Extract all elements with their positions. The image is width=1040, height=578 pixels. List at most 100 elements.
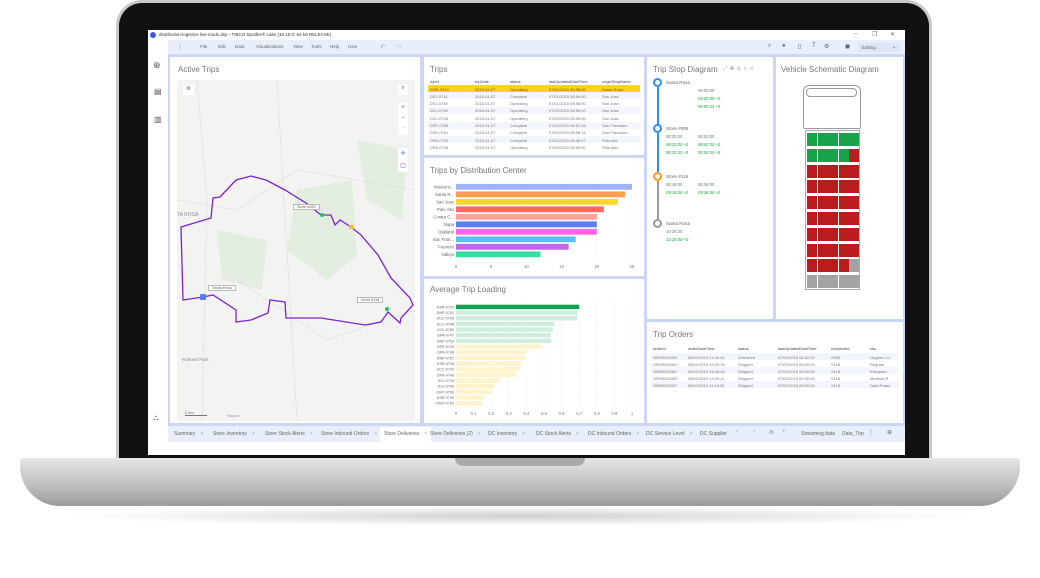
more-icon[interactable]: ⋮ bbox=[868, 430, 874, 436]
comment-icon[interactable]: ● bbox=[782, 43, 786, 49]
column-header[interactable]: tripDate bbox=[475, 79, 490, 84]
tab-dc-stock-alerts[interactable]: DC Stock Alerts × bbox=[532, 427, 583, 442]
column-header[interactable]: lastUpdatedDateTime bbox=[778, 346, 817, 351]
cargo-slot[interactable] bbox=[828, 259, 839, 273]
table-row[interactable]: ORD9002327 06/01/2015 11:14:03 Shipped 07/0… bbox=[651, 381, 899, 388]
cargo-slot[interactable] bbox=[807, 180, 817, 194]
column-header[interactable]: lastUpdatedDateTime bbox=[549, 79, 588, 84]
cargo-slot[interactable] bbox=[807, 148, 817, 162]
panel-toolbar-icons[interactable]: ⤢▤⚙≡✕ bbox=[723, 66, 757, 72]
cargo-slot[interactable] bbox=[838, 148, 849, 162]
cargo-slot[interactable] bbox=[828, 243, 839, 257]
column-header[interactable]: originStopName bbox=[602, 79, 631, 84]
layers-icon[interactable]: ≋ bbox=[183, 85, 194, 95]
close-icon[interactable]: × bbox=[200, 431, 204, 437]
cargo-slot[interactable] bbox=[838, 243, 849, 257]
column-header[interactable]: status bbox=[738, 346, 749, 351]
cargo-slot[interactable] bbox=[828, 275, 839, 289]
tab-store-deliveries-2-[interactable]: Store Deliveries (2) × bbox=[426, 427, 485, 442]
table-row[interactable]: DPA-0750 2015-01-07 Complete 07/01/2015 08:… bbox=[428, 136, 640, 144]
menu-edit[interactable]: Edit bbox=[218, 44, 226, 49]
table-row[interactable]: DPA-0749 2015-01-07 Operating 07/01/2015 08… bbox=[428, 143, 640, 151]
more-icon[interactable]: ⋮ bbox=[177, 45, 183, 51]
close-icon[interactable]: × bbox=[477, 431, 481, 437]
close-icon[interactable]: × bbox=[522, 431, 526, 437]
table-row[interactable]: DSJ-0741 2015-01-07 Complete 07/01/2015 08:… bbox=[428, 92, 640, 100]
cargo-slot[interactable] bbox=[817, 243, 828, 257]
prev-tab-icon[interactable]: ‹ bbox=[736, 429, 738, 435]
close-icon[interactable]: × bbox=[374, 431, 378, 437]
column-header[interactable]: status bbox=[510, 79, 521, 84]
cargo-slot[interactable] bbox=[817, 259, 828, 273]
cargo-slot[interactable] bbox=[807, 196, 817, 210]
column-header[interactable]: tripId bbox=[430, 79, 439, 84]
column-header[interactable]: sku bbox=[870, 346, 877, 351]
tab-list-icon[interactable]: ⋒ bbox=[769, 430, 775, 436]
cargo-slot[interactable] bbox=[817, 212, 828, 225]
cargo-slot[interactable] bbox=[807, 212, 817, 225]
menu-file[interactable]: File bbox=[200, 44, 208, 49]
filter-icon[interactable]: T bbox=[812, 43, 816, 49]
menu-data[interactable]: Data bbox=[235, 44, 245, 49]
close-icon[interactable]: × bbox=[251, 431, 255, 437]
add-tab-icon[interactable]: + bbox=[782, 429, 786, 435]
chart-icon[interactable]: ▥ bbox=[154, 115, 162, 124]
table-row[interactable]: DSF-0761 2015-01-07 Complete 07/01/2015 08:… bbox=[428, 128, 640, 136]
column-header[interactable]: recipientId bbox=[831, 346, 850, 351]
cargo-slot[interactable] bbox=[849, 227, 860, 241]
map-marker[interactable] bbox=[200, 294, 206, 300]
maximize-button[interactable]: ❐ bbox=[872, 32, 878, 38]
table-row[interactable]: DSJ-0738 2015-01-07 Operating 07/01/2015 08… bbox=[428, 114, 640, 122]
menu-visualizations[interactable]: Visualizations bbox=[256, 44, 284, 49]
close-icon[interactable]: × bbox=[309, 431, 313, 437]
cargo-slot[interactable] bbox=[838, 196, 849, 210]
cargo-slot[interactable] bbox=[807, 259, 817, 273]
table-row[interactable]: ORD9002422 06/01/2015 21:44:42 Delivered 07… bbox=[651, 353, 899, 360]
undo-icon[interactable]: ↶ bbox=[380, 44, 386, 51]
tab-dc-supplier[interactable]: DC Supplier bbox=[696, 427, 731, 442]
cargo-slot[interactable] bbox=[817, 180, 828, 194]
stop-node[interactable] bbox=[653, 124, 662, 133]
table-row[interactable]: ORD9002401 06/01/2015 19:19:16 Shipped 07/0… bbox=[651, 360, 899, 367]
cargo-slot[interactable] bbox=[807, 275, 817, 289]
bookmark-icon[interactable]: ▯ bbox=[798, 44, 802, 50]
close-icon[interactable]: × bbox=[576, 431, 579, 437]
table-row[interactable]: DSJ-0740 2015-01-07 Operating 07/01/2015 08… bbox=[428, 99, 640, 107]
notification-icon[interactable]: ◼ bbox=[845, 44, 850, 50]
cargo-slot[interactable] bbox=[828, 133, 839, 146]
cargo-slot[interactable] bbox=[838, 275, 849, 289]
cargo-slot[interactable] bbox=[849, 259, 860, 273]
cargo-slot[interactable] bbox=[828, 148, 839, 162]
menu-user[interactable]: User bbox=[348, 44, 358, 49]
cargo-slot[interactable] bbox=[849, 212, 860, 225]
cargo-slot[interactable] bbox=[838, 259, 849, 273]
cargo-slot[interactable] bbox=[817, 227, 828, 241]
settings-icon[interactable]: ⚙ bbox=[824, 44, 830, 50]
close-icon[interactable]: × bbox=[424, 431, 428, 437]
close-icon[interactable]: × bbox=[636, 431, 640, 437]
cargo-slot[interactable] bbox=[849, 243, 860, 257]
menu-view[interactable]: View bbox=[293, 44, 303, 49]
cargo-slot[interactable] bbox=[817, 196, 828, 210]
table-row[interactable]: DSR-0724 2015-01-07 Operating 07/01/2015 08… bbox=[428, 85, 640, 92]
selection-tools[interactable]: ✛ ▢ bbox=[398, 148, 408, 172]
cargo-slot[interactable] bbox=[807, 227, 817, 241]
cargo-slot[interactable] bbox=[849, 275, 860, 289]
map-marker[interactable] bbox=[320, 213, 324, 217]
cargo-slot[interactable] bbox=[807, 164, 817, 178]
tab-store-inbound-orders[interactable]: Store Inbound Orders × bbox=[317, 427, 381, 442]
map-marker[interactable] bbox=[385, 307, 389, 311]
tab-store-inventory[interactable]: Store Inventory × bbox=[209, 427, 259, 442]
cargo-slot[interactable] bbox=[838, 180, 849, 194]
map[interactable]: TA ROSA Rohnert Park 2 km Mapbox ≋ ⌕ + − ·… bbox=[177, 80, 415, 421]
cargo-slot[interactable] bbox=[838, 212, 849, 225]
map-search-icon[interactable]: ⌕ bbox=[398, 85, 408, 95]
close-icon[interactable]: × bbox=[689, 431, 693, 437]
table-row[interactable]: ORD9002353 06/01/2015 14:02:11 Shipped 07/0… bbox=[651, 374, 899, 381]
stop-node[interactable] bbox=[653, 172, 662, 181]
cargo-slot[interactable] bbox=[828, 196, 839, 210]
cargo-slot[interactable] bbox=[849, 164, 860, 178]
network-icon[interactable]: ⛬ bbox=[153, 413, 159, 422]
cargo-slot[interactable] bbox=[817, 148, 828, 162]
cargo-slot[interactable] bbox=[849, 148, 860, 162]
